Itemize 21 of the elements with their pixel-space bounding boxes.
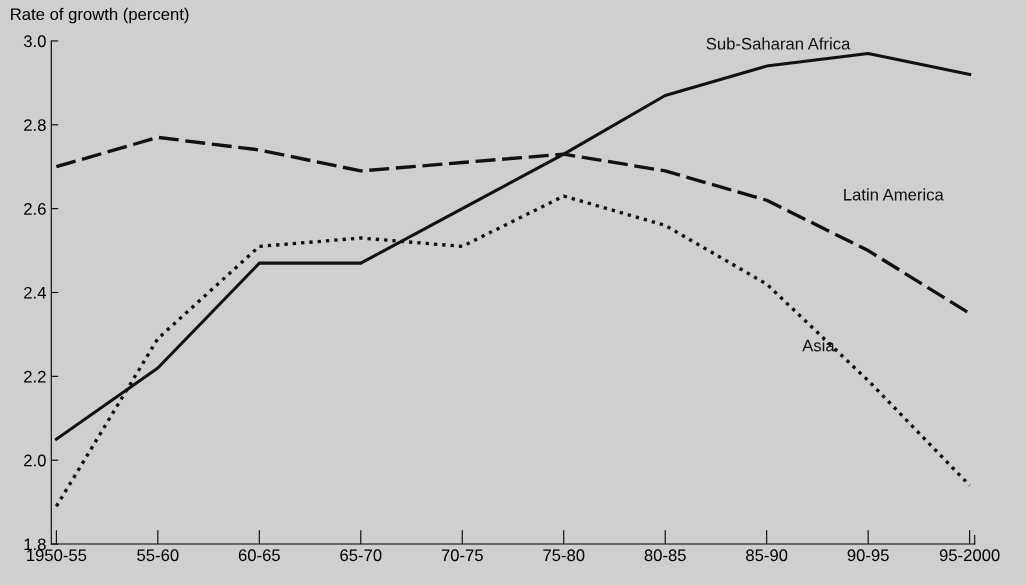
x-tick-label: 65-70 xyxy=(340,549,382,562)
x-tick-label: 55-60 xyxy=(137,549,179,562)
x-tick-label: 85-90 xyxy=(746,549,788,562)
x-tick-label: 70-75 xyxy=(441,549,483,562)
y-tick-label: 2.2 xyxy=(24,370,46,383)
series-label: Sub-Saharan Africa xyxy=(706,37,851,50)
y-tick-label: 2.8 xyxy=(24,119,46,131)
x-tick-label: 60-65 xyxy=(238,549,280,562)
text: Latin America xyxy=(844,188,944,201)
x-tick-label: 75-80 xyxy=(543,549,585,562)
y-tick-label: 3.0 xyxy=(23,35,46,48)
y-tick-label: 2.4 xyxy=(24,286,46,299)
y-tick-label: 2.6 xyxy=(24,203,46,215)
y-tick-label: 1.8 xyxy=(24,538,46,551)
x-tick-label: 80-85 xyxy=(644,549,686,562)
x-tick-label: 95-2000 xyxy=(939,549,1000,562)
series-label: Asia xyxy=(802,339,835,352)
y-tick-label: 2.0 xyxy=(24,454,46,467)
y-axis-title: Rate of growth (percent) xyxy=(11,7,189,24)
x-tick-label: 1950-55 xyxy=(27,549,87,562)
x-tick-label: 90-95 xyxy=(847,549,889,562)
